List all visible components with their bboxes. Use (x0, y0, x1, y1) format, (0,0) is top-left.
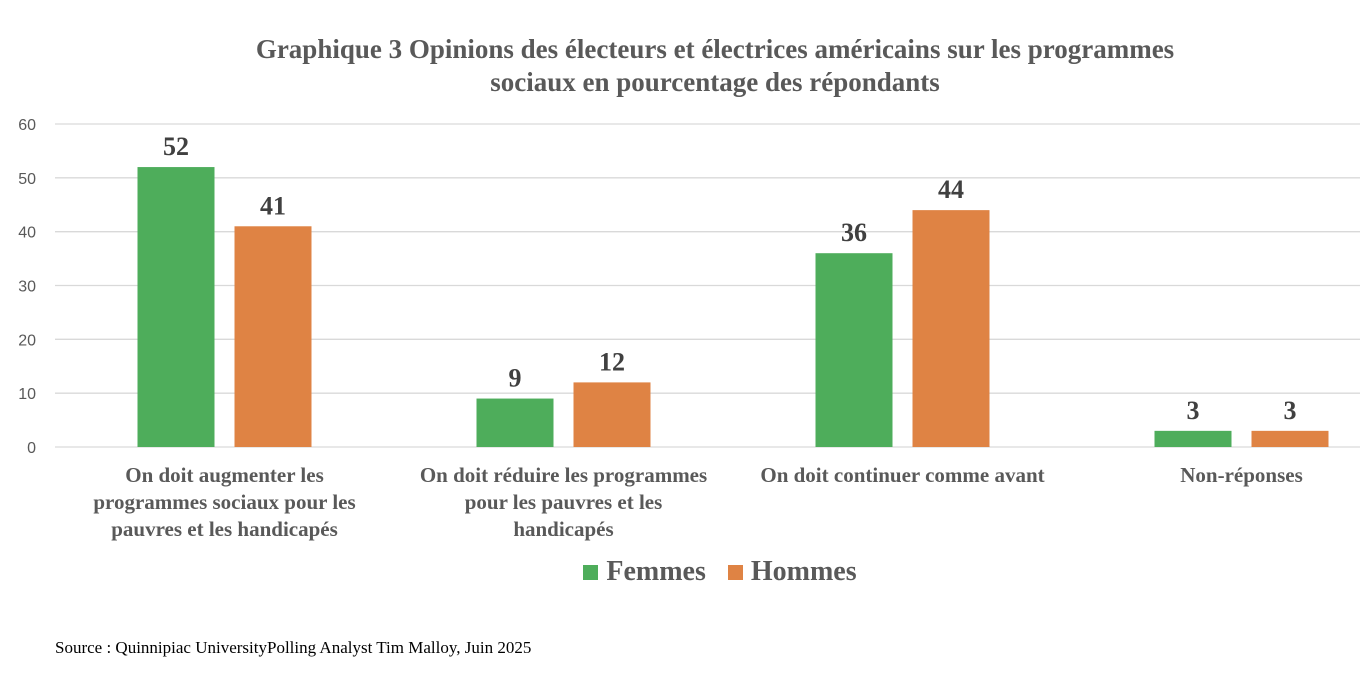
data-label-femmes-3: 3 (1187, 396, 1200, 425)
y-tick-label: 20 (18, 332, 36, 349)
data-label-hommes-1: 12 (599, 347, 625, 376)
source-note: Source : Quinnipiac UniversityPolling An… (55, 638, 532, 657)
chart-title: Graphique 3 Opinions des électeurs et él… (0, 33, 1360, 99)
category-label-line: programmes sociaux pour les (93, 490, 356, 514)
data-label-hommes-0: 41 (260, 191, 286, 220)
legend-swatch-femmes (583, 564, 599, 580)
y-tick-label: 0 (27, 440, 36, 457)
y-tick-label: 10 (18, 386, 36, 403)
category-label-line: pour les pauvres et les (464, 490, 663, 514)
category-label-3: Non-réponses (1062, 462, 1360, 489)
category-label-0: On doit augmenter les programmes sociaux … (45, 462, 405, 543)
bars (137, 167, 1329, 448)
legend: Femmes Hommes (0, 556, 1360, 588)
bar-femmes-1 (476, 398, 554, 447)
legend-item-hommes: Hommes (727, 556, 857, 588)
y-tick-label: 40 (18, 225, 36, 242)
category-label-line: On doit augmenter les (125, 463, 324, 487)
y-tick-label: 30 (18, 279, 36, 296)
bar-hommes-0 (234, 226, 312, 447)
bar-hommes-3 (1251, 430, 1329, 447)
bar-femmes-2 (815, 253, 893, 447)
data-label-hommes-2: 44 (938, 175, 964, 204)
data-label-hommes-3: 3 (1284, 396, 1297, 425)
category-label-line: Non-réponses (1180, 463, 1303, 487)
legend-item-femmes: Femmes (583, 556, 706, 588)
bar-femmes-0 (137, 167, 215, 448)
y-tick-label: 50 (18, 171, 36, 188)
category-label-line: On doit continuer comme avant (760, 463, 1045, 487)
data-label-femmes-1: 9 (509, 364, 522, 393)
data-label-femmes-2: 36 (841, 218, 867, 247)
category-label-line: handicapés (513, 517, 614, 541)
legend-swatch-hommes (727, 564, 743, 580)
category-label-1: On doit réduire les programmes pour les p… (384, 462, 744, 543)
y-tick-label: 60 (18, 117, 36, 134)
bar-hommes-1 (573, 382, 651, 447)
category-label-line: On doit réduire les programmes (419, 463, 708, 487)
chart-title-line-1: Graphique 3 Opinions des électeurs et él… (255, 34, 1175, 64)
data-label-femmes-0: 52 (163, 132, 189, 161)
y-axis-ticks: 0 10 20 30 40 50 60 (18, 117, 36, 457)
category-label-2: On doit continuer comme avant (723, 462, 1083, 489)
legend-label-femmes: Femmes (606, 556, 706, 587)
bar-femmes-3 (1154, 430, 1232, 447)
chart-title-line-2: sociaux en pourcentage des répondants (490, 67, 940, 97)
data-labels: 52 41 9 12 36 44 3 3 (163, 132, 1297, 425)
category-label-line: pauvres et les handicapés (111, 517, 338, 541)
legend-label-hommes: Hommes (750, 556, 857, 587)
bar-hommes-2 (912, 210, 990, 447)
